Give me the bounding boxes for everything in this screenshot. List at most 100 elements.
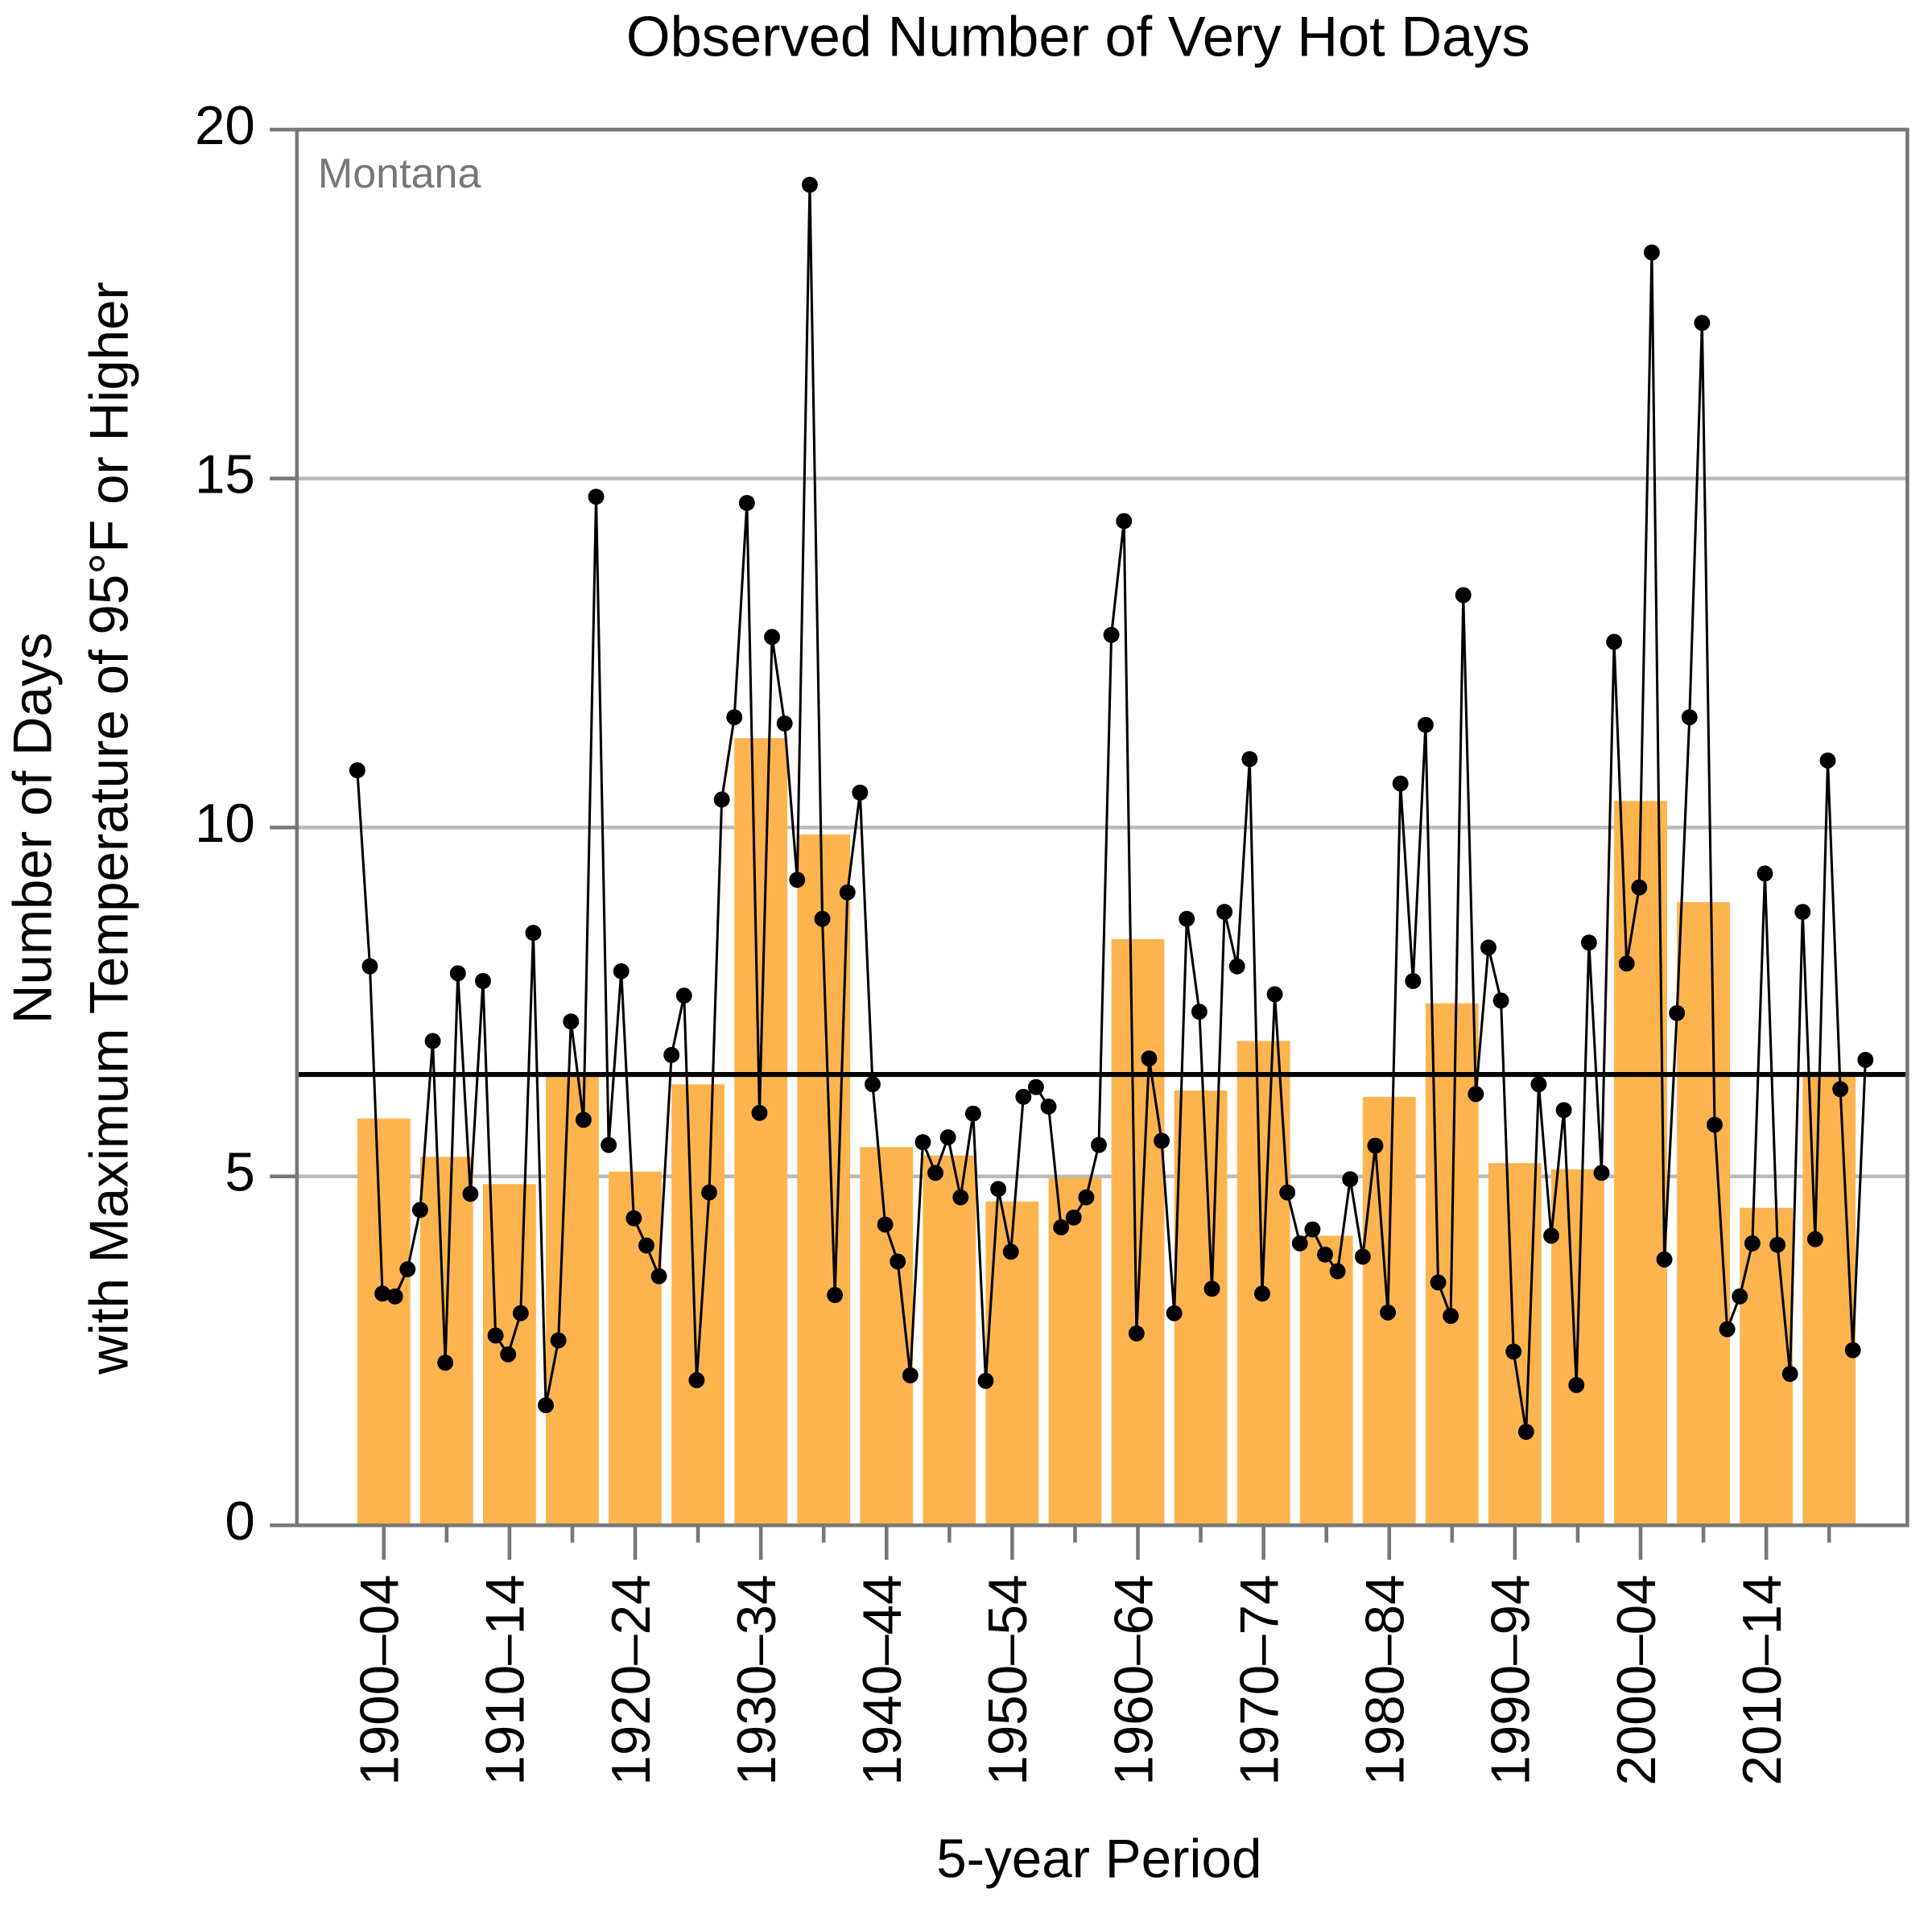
annual-point <box>1191 1004 1208 1021</box>
annual-point <box>437 1355 454 1371</box>
annual-point <box>1844 1342 1861 1359</box>
annual-point <box>839 884 856 901</box>
annual-point <box>1417 716 1434 733</box>
x-tick-label: 1980–84 <box>1356 1574 1416 1785</box>
annual-point <box>688 1371 705 1388</box>
annual-point <box>1166 1305 1183 1322</box>
annual-point <box>1103 626 1120 643</box>
annual-point <box>801 176 818 193</box>
annual-point <box>1769 1236 1786 1253</box>
bar <box>1677 901 1730 1526</box>
annual-point <box>1228 958 1245 975</box>
y-axis-title: with Maximum Temperature of 95°F or High… <box>80 282 140 1375</box>
annual-point <box>1643 244 1660 261</box>
annual-point <box>1078 1189 1095 1206</box>
annual-point <box>1757 865 1773 882</box>
bar <box>357 1118 411 1526</box>
annual-point <box>1380 1304 1397 1321</box>
annual-point <box>1266 986 1283 1003</box>
bar <box>1174 1091 1228 1526</box>
annual-point <box>902 1367 919 1383</box>
bar <box>923 1155 976 1526</box>
annual-point <box>1216 904 1233 921</box>
annual-point <box>1505 1343 1522 1360</box>
annual-point <box>1203 1280 1220 1297</box>
annual-point <box>1794 904 1811 921</box>
annual-point <box>726 709 743 726</box>
annual-point <box>990 1181 1007 1198</box>
annual-point <box>827 1287 844 1304</box>
annual-point <box>475 972 491 989</box>
x-tick-label: 1970–74 <box>1229 1574 1290 1785</box>
annual-point <box>613 963 630 979</box>
annual-point <box>877 1216 894 1233</box>
x-tick-label: 1900–04 <box>350 1574 411 1785</box>
x-tick-label: 1930–34 <box>727 1574 787 1785</box>
annual-point <box>1857 1051 1874 1068</box>
bar <box>1111 938 1165 1526</box>
annual-point <box>1116 513 1133 530</box>
bar <box>1048 1177 1102 1526</box>
annual-point <box>1517 1424 1534 1440</box>
bar <box>860 1147 914 1526</box>
bar <box>1614 801 1667 1526</box>
annual-point <box>1141 1050 1158 1067</box>
annual-point <box>1781 1366 1798 1383</box>
annual-point <box>1744 1235 1761 1251</box>
annual-point <box>1291 1235 1308 1251</box>
x-tick-label: 1960–64 <box>1104 1574 1164 1785</box>
y-tick-label: 10 <box>195 794 255 854</box>
annual-point <box>701 1184 717 1201</box>
annual-point <box>939 1129 956 1146</box>
annual-point <box>914 1134 931 1151</box>
annual-point <box>1241 751 1258 768</box>
annual-point <box>550 1332 567 1349</box>
annual-point <box>1568 1377 1585 1393</box>
annual-point <box>601 1136 617 1153</box>
annual-point <box>964 1105 981 1122</box>
annual-point <box>1154 1132 1170 1149</box>
annual-point <box>1732 1288 1748 1305</box>
annual-point <box>638 1237 654 1254</box>
x-tick-label: 1940–44 <box>852 1574 913 1785</box>
bar <box>609 1171 662 1526</box>
x-tick-label: 1950–54 <box>978 1574 1038 1785</box>
bar <box>1299 1235 1353 1526</box>
annual-point <box>675 988 692 1004</box>
annual-point <box>512 1305 529 1322</box>
annual-point <box>449 965 466 982</box>
bar <box>671 1084 724 1526</box>
y-axis-title: Number of Days <box>3 633 64 1024</box>
annual-point <box>1040 1099 1057 1115</box>
annual-point <box>1806 1231 1823 1247</box>
x-tick-label: 1920–24 <box>601 1574 662 1785</box>
annual-point <box>1317 1246 1333 1263</box>
annotation: Montana <box>318 151 481 197</box>
bar <box>1740 1207 1794 1526</box>
annual-point <box>1480 939 1496 956</box>
annual-point <box>625 1210 642 1227</box>
annual-point <box>462 1185 479 1202</box>
annual-point <box>1593 1165 1610 1181</box>
x-tick-label: 2010–14 <box>1732 1574 1793 1785</box>
annual-point <box>1656 1251 1673 1268</box>
annual-point <box>575 1111 592 1128</box>
y-tick-label: 15 <box>195 444 255 505</box>
annual-point <box>1606 633 1623 650</box>
annual-point <box>1631 879 1648 896</box>
annual-point <box>1053 1219 1070 1235</box>
annual-point <box>1254 1285 1270 1302</box>
annual-point <box>411 1202 428 1218</box>
annual-point <box>487 1327 504 1344</box>
annual-point <box>1015 1088 1032 1105</box>
annual-point <box>1367 1137 1384 1154</box>
annual-point <box>1065 1209 1082 1226</box>
x-axis-title: 5-year Period <box>936 1829 1261 1889</box>
bar <box>734 738 788 1526</box>
annual-point <box>1027 1078 1044 1095</box>
annual-point <box>1405 972 1422 989</box>
annual-point <box>1329 1263 1346 1280</box>
annual-point <box>1128 1325 1145 1342</box>
annual-point <box>1530 1076 1547 1093</box>
annual-point <box>1492 992 1509 1009</box>
